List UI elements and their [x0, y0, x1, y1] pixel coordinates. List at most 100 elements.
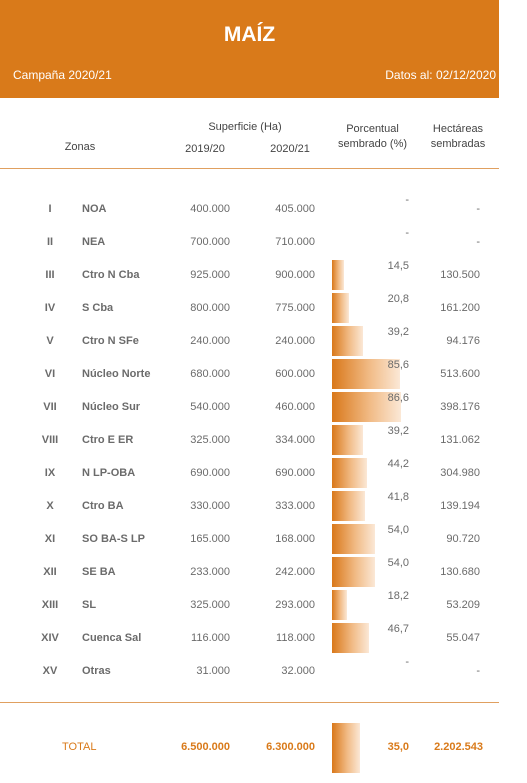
zone-number: IV: [44, 302, 56, 314]
superficie-2019: 680.000: [190, 368, 230, 380]
zone-name: Cuenca Sal: [82, 632, 142, 644]
table-row: IX N LP-OBA 690.000 690.000 44,2 304.980: [0, 457, 527, 490]
superficie-2020: 775.000: [275, 302, 315, 314]
hectareas-header: Hectáreas sembradas: [418, 122, 498, 152]
percent-sembrado: 86,6: [387, 392, 409, 404]
zone-number: X: [46, 500, 54, 512]
hectareas-sembradas: 139.194: [440, 500, 480, 512]
zone-name: NOA: [82, 203, 107, 215]
percent-sembrado: 20,8: [387, 293, 409, 305]
table-row: II NEA 700.000 710.000 - -: [0, 226, 527, 259]
hectareas-sembradas: 130.680: [440, 566, 480, 578]
percent-sembrado: -: [405, 656, 409, 668]
hectareas-sembradas: 53.209: [446, 599, 480, 611]
percent-sembrado: -: [405, 227, 409, 239]
superficie-2019: 925.000: [190, 269, 230, 281]
percent-bar: [332, 491, 366, 521]
superficie-2020: 240.000: [275, 335, 315, 347]
zone-number: XV: [42, 665, 58, 677]
zone-name: Ctro N Cba: [82, 269, 140, 281]
percent-sembrado: 41,8: [387, 491, 409, 503]
table-row: XI SO BA-S LP 165.000 168.000 54,0 90.720: [0, 523, 527, 556]
hectareas-sembradas: -: [476, 665, 480, 677]
superficie-2020: 333.000: [275, 500, 315, 512]
header-divider: [0, 168, 499, 169]
percent-bar: [332, 326, 364, 356]
percent-bar: [332, 458, 368, 488]
superficie-2019: 165.000: [190, 533, 230, 545]
superficie-2019: 116.000: [191, 632, 230, 644]
percent-sembrado: 44,2: [387, 458, 409, 470]
zone-name: Ctro N SFe: [82, 335, 139, 347]
zonas-header: Zonas: [64, 141, 96, 153]
table-row: VII Núcleo Sur 540.000 460.000 86,6 398.176: [0, 391, 527, 424]
zone-number: VIII: [41, 434, 59, 446]
hectareas-sembradas: -: [476, 203, 480, 215]
porcentual-header-line2: sembrado (%): [337, 138, 408, 150]
header-banner: MAÍZ Campaña 2020/21 Datos al: 02/12/202…: [0, 0, 499, 98]
percent-sembrado: 54,0: [387, 557, 409, 569]
table-row: IV S Cba 800.000 775.000 20,8 161.200: [0, 292, 527, 325]
hectareas-sembradas: 130.500: [440, 269, 480, 281]
superficie-2020: 168.000: [275, 533, 315, 545]
zone-name: Otras: [82, 665, 111, 677]
zone-name: Ctro BA: [82, 500, 124, 512]
porcentual-header-line1: Porcentual: [346, 123, 399, 135]
total-superficie-2019: 6.500.000: [181, 741, 230, 753]
zone-number: VI: [44, 368, 56, 380]
superficie-2019: 233.000: [190, 566, 230, 578]
zone-name: N LP-OBA: [82, 467, 136, 479]
superficie-2020: 242.000: [275, 566, 315, 578]
superficie-2020: 460.000: [275, 401, 315, 413]
zone-number: XIII: [41, 599, 59, 611]
hectareas-sembradas: 55.047: [446, 632, 480, 644]
percent-bar: [332, 557, 376, 587]
percent-bar: [332, 359, 401, 389]
campaign-label: Campaña 2020/21: [13, 68, 112, 82]
hectareas-sembradas: -: [476, 236, 480, 248]
table-row: I NOA 400.000 405.000 - -: [0, 193, 527, 226]
year-2019-header: 2019/20: [185, 143, 225, 155]
superficie-2019: 240.000: [190, 335, 230, 347]
percent-sembrado: 14,5: [387, 260, 409, 272]
total-percent-bar: [332, 723, 360, 773]
zone-number: XIV: [41, 632, 59, 644]
superficie-2019: 31.000: [196, 665, 230, 677]
total-row: TOTAL 6.500.000 6.300.000 35,0 2.202.543: [0, 720, 527, 775]
zone-name: Núcleo Sur: [82, 401, 141, 413]
hectareas-sembradas: 513.600: [440, 368, 480, 380]
percent-sembrado: 46,7: [387, 623, 409, 635]
superficie-2019: 540.000: [190, 401, 230, 413]
percent-bar: [332, 260, 344, 290]
zone-number: XII: [43, 566, 57, 578]
page-title: MAÍZ: [223, 23, 276, 46]
percent-bar: [332, 623, 370, 653]
zone-name: Ctro E ER: [82, 434, 134, 446]
zone-number: I: [48, 203, 52, 215]
zone-name: SE BA: [82, 566, 116, 578]
hectareas-header-line2: sembradas: [430, 138, 486, 150]
total-label: TOTAL: [62, 741, 97, 753]
hectareas-sembradas: 94.176: [446, 335, 480, 347]
superficie-2019: 325.000: [190, 599, 230, 611]
percent-bar: [332, 425, 364, 455]
total-percent: 35,0: [387, 741, 409, 753]
table-row: III Ctro N Cba 925.000 900.000 14,5 130.500: [0, 259, 527, 292]
superficie-2020: 293.000: [275, 599, 315, 611]
table-row: XIII SL 325.000 293.000 18,2 53.209: [0, 589, 527, 622]
zone-name: S Cba: [82, 302, 114, 314]
superficie-header: Superficie (Ha): [208, 121, 282, 133]
hectareas-header-line1: Hectáreas: [432, 123, 484, 135]
superficie-2020: 600.000: [275, 368, 315, 380]
percent-bar: [332, 293, 349, 323]
superficie-2020: 118.000: [276, 632, 315, 644]
percent-bar: [332, 392, 402, 422]
table-row: XII SE BA 233.000 242.000 54,0 130.680: [0, 556, 527, 589]
zone-number: IX: [44, 467, 56, 479]
hectareas-sembradas: 161.200: [440, 302, 480, 314]
superficie-2020: 900.000: [275, 269, 315, 281]
superficie-2020: 32.000: [281, 665, 315, 677]
zone-name: NEA: [82, 236, 106, 248]
percent-sembrado: 39,2: [387, 425, 409, 437]
zone-name: SO BA-S LP: [82, 533, 145, 545]
